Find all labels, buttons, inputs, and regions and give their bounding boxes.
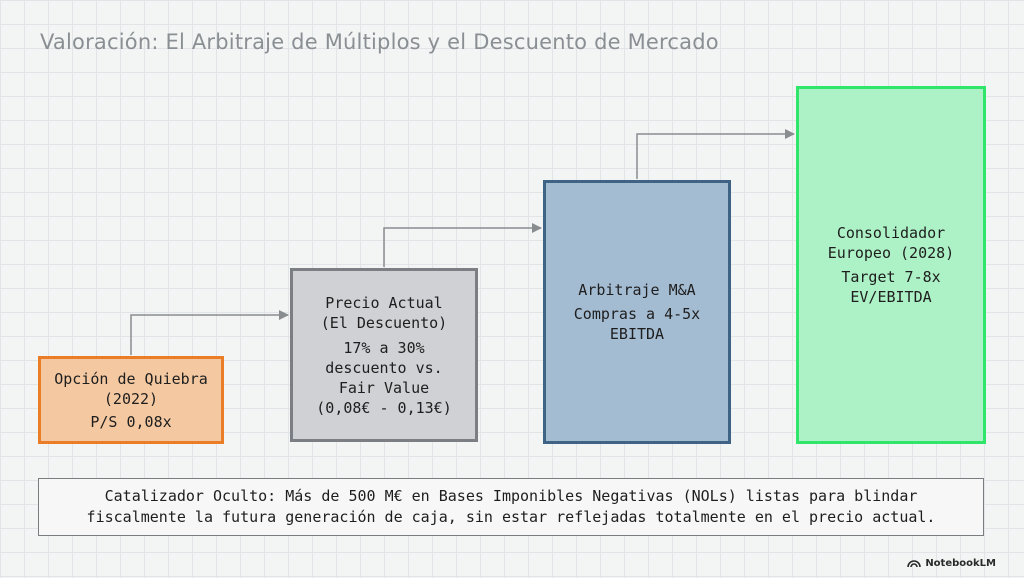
box-consolidador-europeo: Consolidador Europeo (2028) Target 7-8x … bbox=[796, 86, 986, 444]
notebooklm-logo-icon bbox=[907, 560, 922, 568]
box-line: Precio Actual bbox=[325, 293, 443, 312]
brand-watermark: NotebookLM bbox=[907, 556, 996, 570]
box-line: (El Descuento) bbox=[320, 313, 448, 332]
arrow-precio-to-arbitraje bbox=[383, 223, 542, 267]
brand-label: NotebookLM bbox=[925, 557, 996, 569]
box-line: Compras a 4-5x bbox=[573, 305, 701, 323]
box-line: 17% a 30% bbox=[343, 338, 425, 357]
box-line: Arbitraje M&A bbox=[578, 281, 696, 299]
box-line: P/S 0,08x bbox=[90, 412, 172, 431]
box-arbitraje-ma: Arbitraje M&A Compras a 4-5x EBITDA bbox=[543, 180, 731, 444]
box-line: (0,08€ - 0,13€) bbox=[316, 398, 452, 417]
box-line: descuento vs. bbox=[325, 358, 443, 377]
box-line: Fair Value bbox=[338, 378, 430, 397]
arrow-arbitraje-to-consolidador bbox=[636, 129, 795, 179]
box-line: Opción de Quiebra bbox=[54, 369, 208, 388]
catalyst-note: Catalizador Oculto: Más de 500 M€ en Bas… bbox=[38, 478, 984, 536]
box-line: Target 7-8x bbox=[841, 268, 941, 286]
note-line: Catalizador Oculto: Más de 500 M€ en Bas… bbox=[104, 487, 918, 505]
box-precio-actual: Precio Actual (El Descuento) 17% a 30% d… bbox=[290, 268, 478, 442]
box-line: (2022) bbox=[103, 389, 159, 408]
arrow-quiebra-to-precio bbox=[130, 310, 289, 355]
box-line: Consolidador bbox=[836, 224, 946, 242]
note-line: fiscalmente la futura generación de caja… bbox=[86, 508, 936, 526]
box-opcion-quiebra: Opción de Quiebra (2022) P/S 0,08x bbox=[38, 356, 224, 444]
page-title: Valoración: El Arbitraje de Múltiplos y … bbox=[40, 30, 719, 54]
box-line: EV/EBITDA bbox=[850, 288, 932, 306]
box-line: Europeo (2028) bbox=[827, 244, 955, 262]
box-line: EBITDA bbox=[609, 325, 665, 343]
